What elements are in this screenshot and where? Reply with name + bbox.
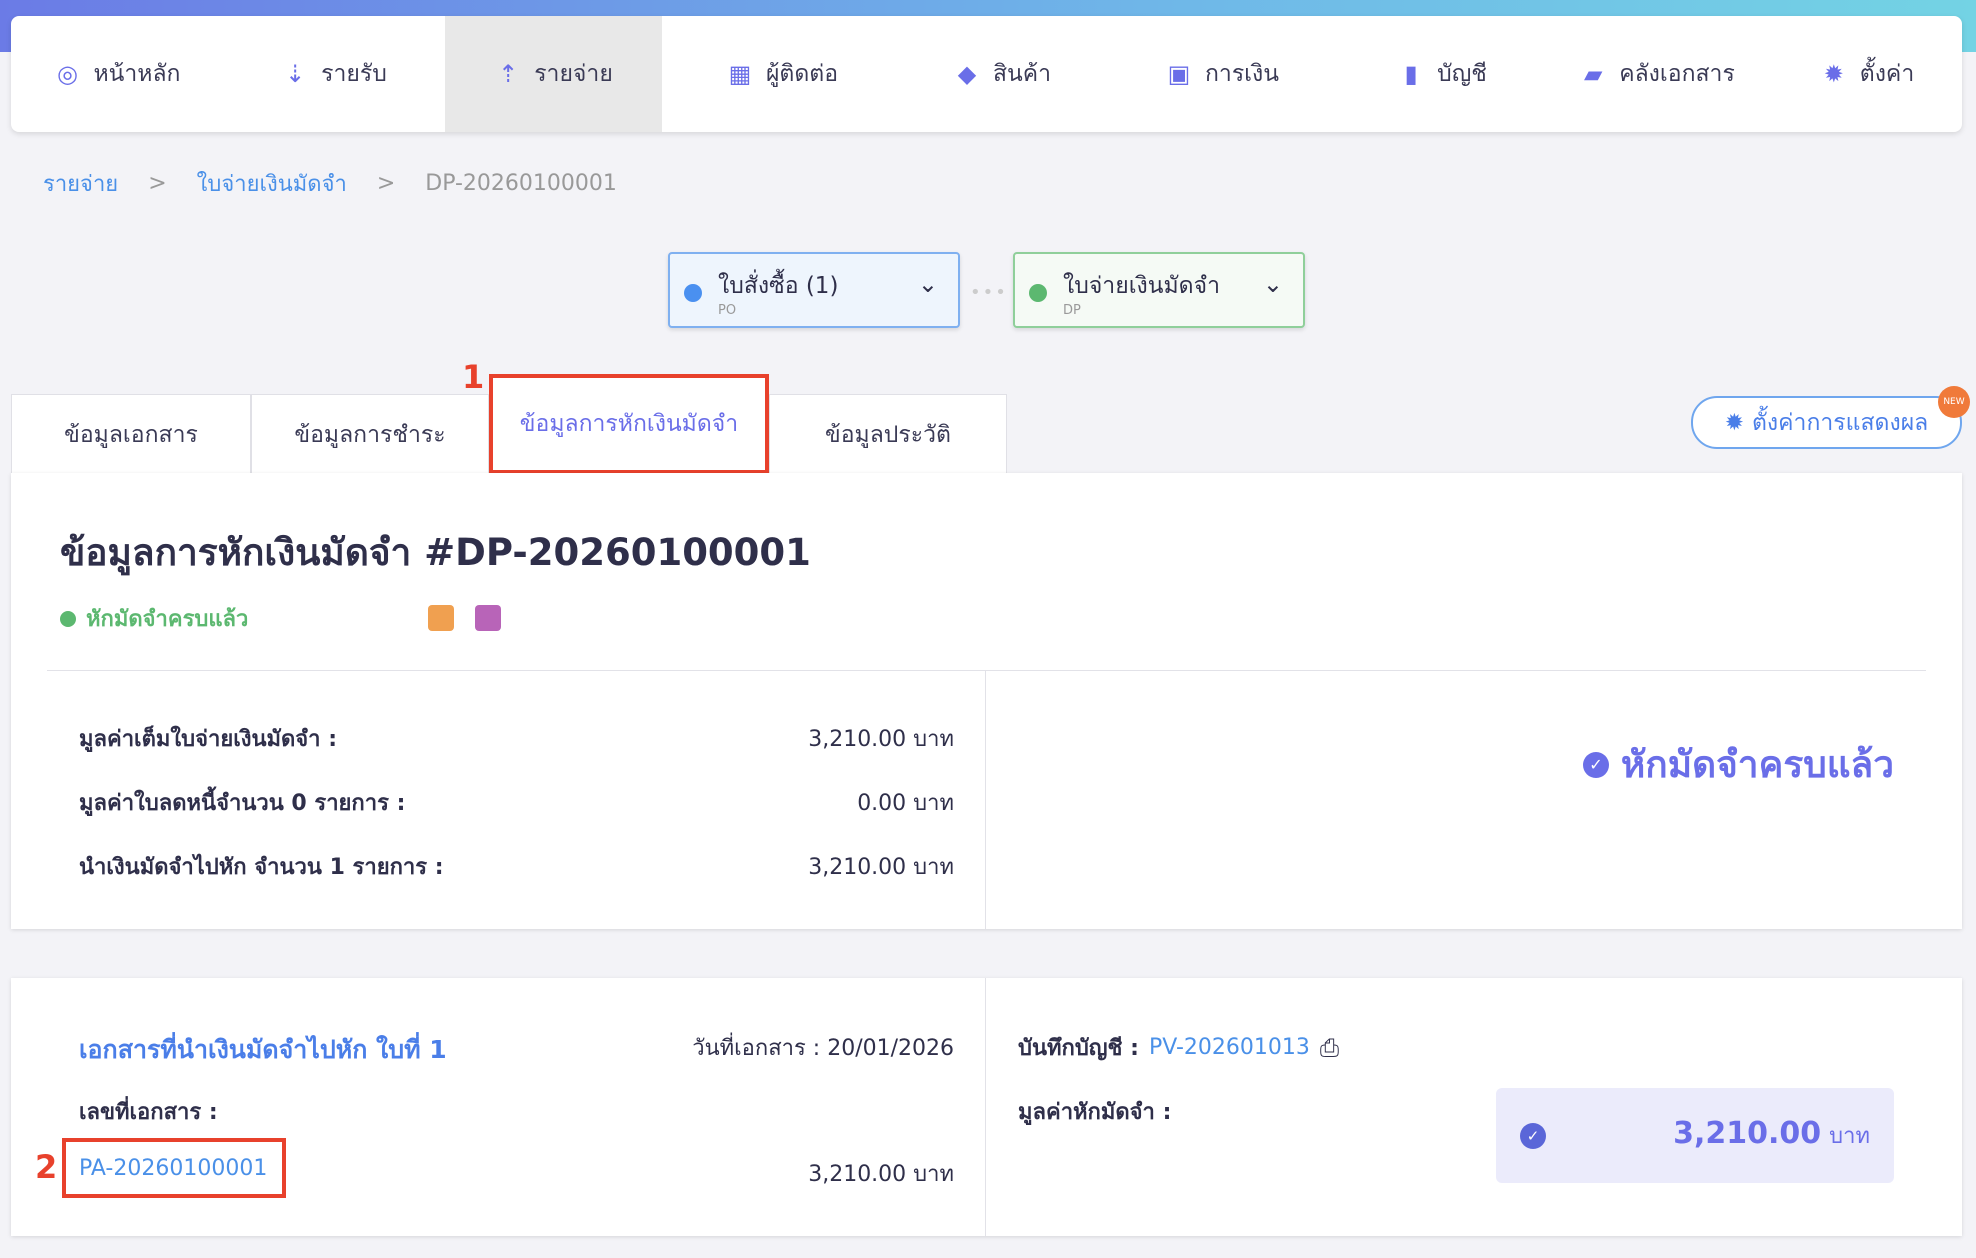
deduct-amount: 3,210.00 บาท <box>1673 1116 1870 1153</box>
nav-finance[interactable]: ▣ การเงิน <box>1102 16 1342 132</box>
breadcrumb-deposit[interactable]: ใบจ่ายเงินมัดจำ <box>196 172 347 197</box>
deduction-title: เอกสารที่นำเงินมัดจำไปหัก ใบที่ 1 <box>79 1035 447 1064</box>
doc-date: วันที่เอกสาร : 20/01/2026 <box>692 1036 954 1061</box>
deduct-amount-box: ✓ 3,210.00 บาท <box>1496 1088 1894 1183</box>
dashboard-icon: ◎ <box>57 60 78 88</box>
tabs: ข้อมูลเอกสาร ข้อมูลการชำระ ข้อมูลการหักเ… <box>11 374 1007 474</box>
chain-po-dropdown[interactable]: ใบสั่งซื้อ (1) PO ⌄ <box>668 252 960 328</box>
deduction-complete-status: ✓ หักมัดจำครบแล้ว <box>1582 735 1894 794</box>
breadcrumb-current: DP-20260100001 <box>425 171 617 196</box>
big-status-text: หักมัดจำครบแล้ว <box>1620 743 1894 786</box>
breadcrumb-sep: > <box>148 171 167 196</box>
annotation-1: 1 <box>462 358 485 396</box>
page-title: ข้อมูลการหักเงินมัดจำ #DP-20260100001 <box>60 531 811 574</box>
chain-connector: ••• <box>970 282 1008 303</box>
divider <box>985 670 986 929</box>
status-dot <box>684 284 702 302</box>
row-label: นำเงินมัดจำไปหัก จำนวน 1 รายการ : <box>79 855 444 880</box>
new-badge: NEW <box>1938 386 1970 418</box>
annotation-2: 2 <box>35 1148 58 1186</box>
journal-entry: บันทึกบัญชี : PV-202601013 ⎙ <box>1018 1030 1339 1065</box>
row-label: มูลค่าใบลดหนี้จำนวน 0 รายการ : <box>79 791 406 816</box>
printer-icon[interactable]: ⎙ <box>1319 1033 1340 1062</box>
nav-label: รายรับ <box>321 61 387 87</box>
nav-accounting[interactable]: ▮ บัญชี <box>1342 16 1542 132</box>
journal-label: บันทึกบัญชี : <box>1018 1036 1139 1061</box>
doc-amount: 3,210.00 บาท <box>808 1162 954 1187</box>
gear-icon: ✹ <box>1823 60 1844 88</box>
nav-income[interactable]: ⇣ รายรับ <box>223 16 445 132</box>
chain-title: ใบสั่งซื้อ (1) <box>718 273 839 299</box>
nav-documents[interactable]: ▰ คลังเอกสาร <box>1542 16 1772 132</box>
row-value: 0.00 บาท <box>857 791 954 816</box>
tab-history[interactable]: ข้อมูลประวัติ <box>769 394 1007 474</box>
nav-label: การเงิน <box>1204 61 1279 87</box>
status-dot <box>1029 284 1047 302</box>
nav-label: คลังเอกสาร <box>1619 61 1735 87</box>
nav-label: ตั้งค่า <box>1859 61 1915 87</box>
divider <box>985 978 986 1236</box>
locked-user-icon[interactable] <box>475 605 501 631</box>
divider <box>47 670 1926 671</box>
gear-icon: ✹ <box>1724 409 1744 436</box>
doc-no-link[interactable]: PA-20260100001 <box>79 1156 268 1181</box>
income-icon: ⇣ <box>285 60 306 88</box>
deduct-label: มูลค่าหักมัดจำ : <box>1018 1100 1172 1125</box>
nav-label: รายจ่าย <box>534 61 613 87</box>
nav-products[interactable]: ◆ สินค้า <box>902 16 1102 132</box>
contacts-icon: ▦ <box>728 60 752 88</box>
check-circle-icon: ✓ <box>1520 1123 1546 1149</box>
folder-icon: ▰ <box>1583 60 1603 88</box>
chain-title: ใบจ่ายเงินมัดจำ <box>1063 273 1221 299</box>
nav-label: สินค้า <box>992 61 1052 87</box>
tab-deposit-deduction[interactable]: ข้อมูลการหักเงินมัดจำ <box>489 374 769 474</box>
status-badge: หักมัดจำครบแล้ว <box>60 601 248 636</box>
nav-contacts[interactable]: ▦ ผู้ติดต่อ <box>662 16 902 132</box>
main-nav: ◎ หน้าหลัก ⇣ รายรับ ⇡ รายจ่าย ▦ ผู้ติดต่อ ◆ ส… <box>11 16 1962 132</box>
expense-icon: ⇡ <box>498 60 519 88</box>
nav-home[interactable]: ◎ หน้าหลัก <box>11 16 223 132</box>
chevron-down-icon: ⌄ <box>917 270 938 298</box>
currency: บาท <box>1829 1124 1870 1149</box>
amount-value: 3,210.00 <box>1673 1116 1822 1151</box>
tab-document-info[interactable]: ข้อมูลเอกสาร <box>11 394 251 474</box>
money-icon: ▣ <box>1167 60 1191 88</box>
annotation-2-box <box>62 1138 286 1198</box>
nav-label: บัญชี <box>1437 61 1487 87</box>
chain-sub: PO <box>718 303 737 318</box>
breadcrumb-expense[interactable]: รายจ่าย <box>43 172 119 197</box>
display-settings-label: ตั้งค่าการแสดงผล <box>1752 409 1929 436</box>
summary-card: ข้อมูลการหักเงินมัดจำ #DP-20260100001 หั… <box>11 473 1962 929</box>
locked-doc-icon[interactable] <box>428 605 454 631</box>
breadcrumb-sep: > <box>376 171 396 196</box>
row-label: มูลค่าเต็มใบจ่ายเงินมัดจำ : <box>79 727 337 752</box>
chain-dp-dropdown[interactable]: ใบจ่ายเงินมัดจำ DP ⌄ <box>1013 252 1305 328</box>
row-value: 3,210.00 บาท <box>808 855 954 880</box>
nav-settings[interactable]: ✹ ตั้งค่า <box>1772 16 1962 132</box>
ledger-icon: ▮ <box>1404 60 1418 88</box>
row-value: 3,210.00 บาท <box>808 727 954 752</box>
breadcrumb: รายจ่าย > ใบจ่ายเงินมัดจำ > DP-202601000… <box>43 166 617 201</box>
tab-payment-info[interactable]: ข้อมูลการชำระ <box>251 394 489 474</box>
nav-label: ผู้ติดต่อ <box>765 61 839 87</box>
deduction-card: เอกสารที่นำเงินมัดจำไปหัก ใบที่ 1 วันที่… <box>11 978 1962 1236</box>
nav-expense[interactable]: ⇡ รายจ่าย <box>445 16 662 132</box>
box-icon: ◆ <box>957 60 977 88</box>
status-dot <box>60 610 76 627</box>
journal-link[interactable]: PV-202601013 <box>1148 1035 1310 1060</box>
check-circle-icon: ✓ <box>1582 751 1609 778</box>
doc-no-label: เลขที่เอกสาร : <box>79 1100 218 1125</box>
chain-sub: DP <box>1063 303 1081 318</box>
nav-label: หน้าหลัก <box>93 61 181 87</box>
chevron-down-icon: ⌄ <box>1262 270 1283 298</box>
display-settings-button[interactable]: ✹ ตั้งค่าการแสดงผล <box>1691 396 1962 449</box>
status-text: หักมัดจำครบแล้ว <box>86 607 249 632</box>
